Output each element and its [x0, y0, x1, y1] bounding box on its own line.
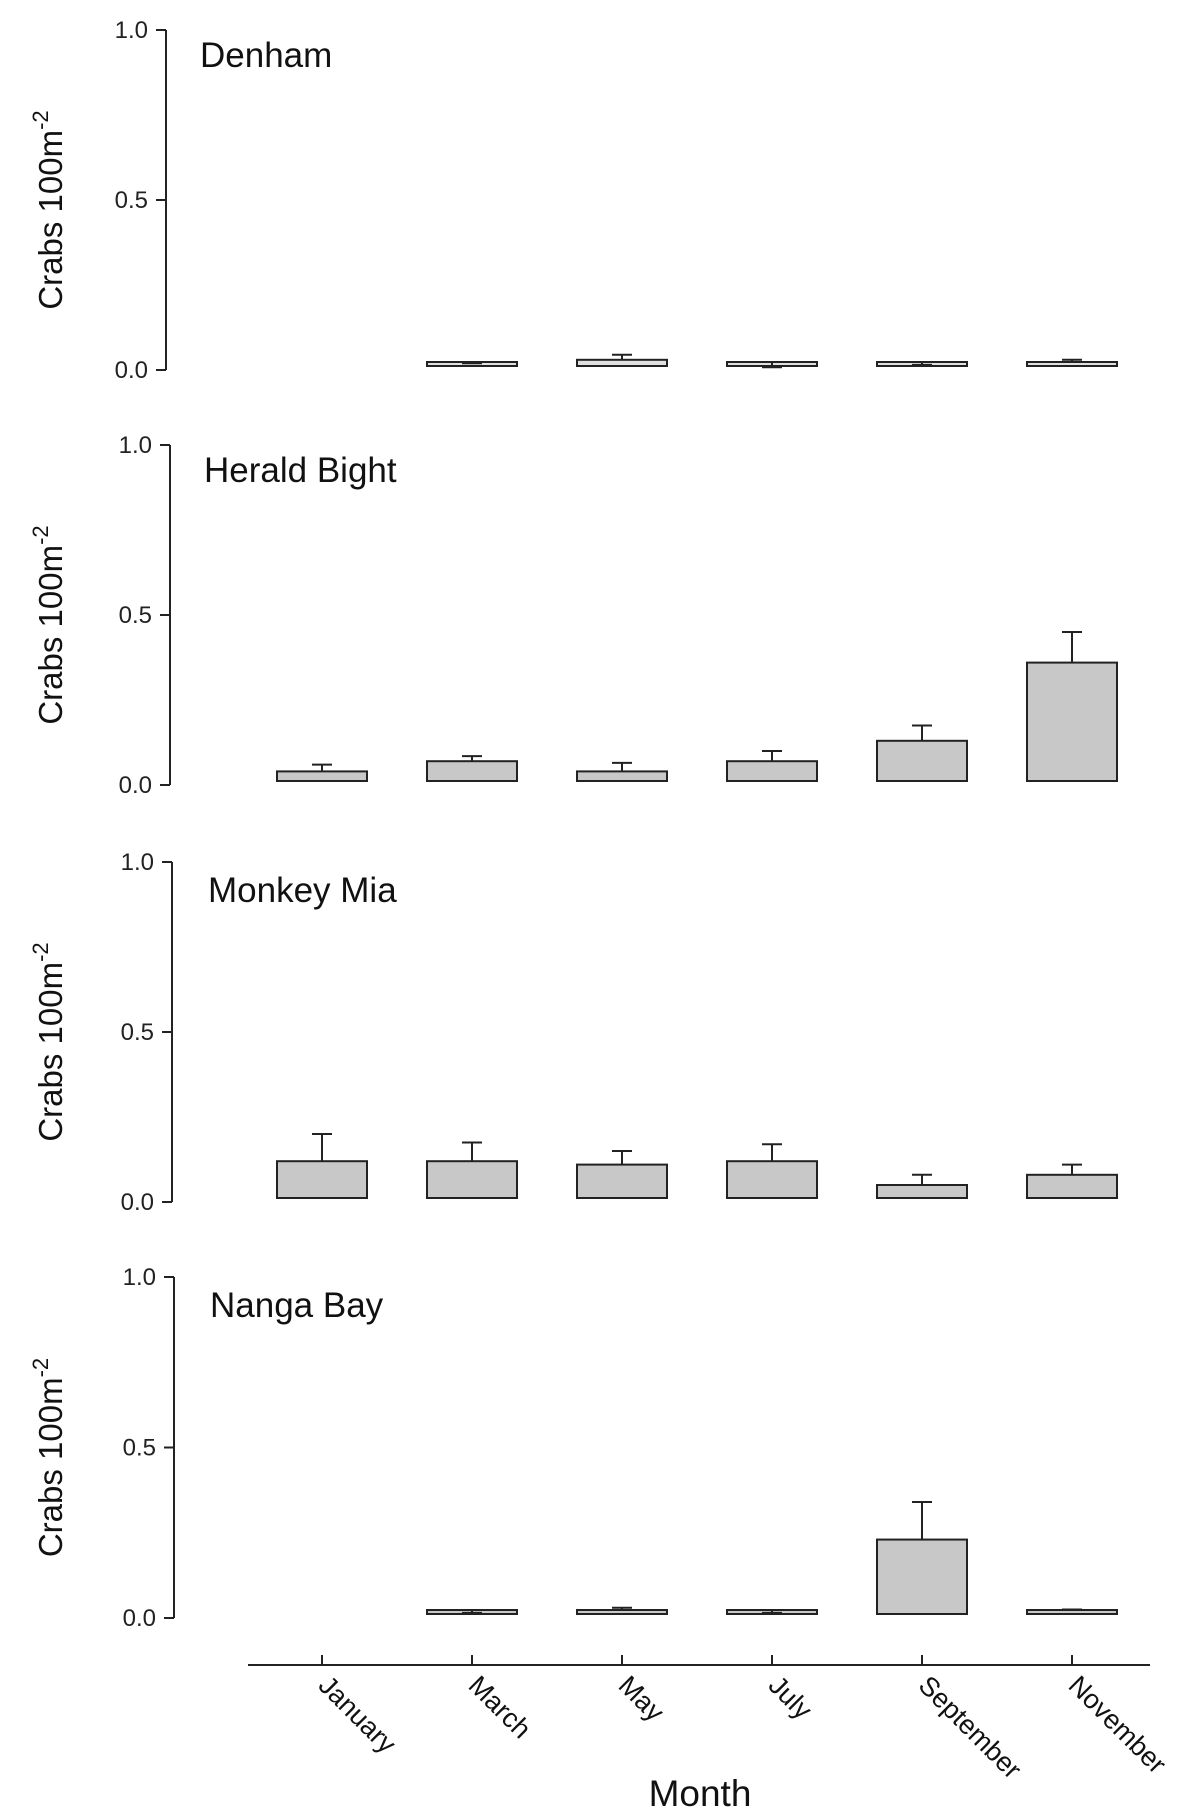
bar-march: [426, 1160, 518, 1199]
y-axis-label-superscript: -2: [28, 110, 53, 130]
panel-nanga-bay: 0.0 0.5 1.0 Crabs 100m-2 Nanga Bay: [28, 1264, 1118, 1632]
y-tick-label: 0.0: [119, 772, 152, 799]
bar-september: [876, 1184, 968, 1199]
y-axis-label-superscript: -2: [28, 942, 53, 962]
y-tick-label: 0.5: [115, 187, 148, 214]
y-axis-label-text: Crabs 100m: [32, 130, 69, 310]
y-axis-label-superscript: -2: [28, 525, 53, 545]
y-tick-label: 1.0: [123, 1264, 156, 1291]
bar-november: [1026, 661, 1118, 782]
y-axis-label: Crabs 100m-2: [28, 942, 69, 1141]
bar-july: [726, 1160, 818, 1199]
y-tick-label: 1.0: [121, 849, 154, 876]
y-axis-label-text: Crabs 100m: [32, 962, 69, 1142]
bar-may: [576, 1163, 668, 1199]
x-tick-label-september: September: [913, 1670, 1028, 1785]
y-tick-label: 1.0: [115, 17, 148, 44]
x-tick-label-november: November: [1063, 1670, 1172, 1779]
y-axis-label-superscript: -2: [28, 1358, 53, 1378]
y-axis-label: Crabs 100m-2: [28, 1358, 69, 1557]
bar-november: [1026, 361, 1118, 367]
bar-may: [576, 358, 668, 367]
x-tick-label-july: July: [763, 1670, 819, 1726]
x-tick-label-january: January: [313, 1670, 402, 1759]
bar-november: [1026, 1609, 1118, 1615]
panel-monkey-mia: 0.0 0.5 1.0 Crabs 100m-2 Monkey Mia: [28, 849, 1118, 1216]
y-tick-label: 0.0: [123, 1605, 156, 1632]
y-axis-label-text: Crabs 100m: [32, 1377, 69, 1557]
y-axis-label: Crabs 100m-2: [28, 525, 69, 724]
panel-title: Herald Bight: [204, 451, 397, 490]
y-tick-label: 0.5: [121, 1019, 154, 1046]
bar-september: [876, 1538, 968, 1615]
x-tick-label-march: March: [463, 1670, 537, 1744]
y-axis-label-text: Crabs 100m: [32, 545, 69, 725]
x-axis-label: Month: [649, 1773, 752, 1814]
bar-march: [426, 760, 518, 783]
bar-may: [576, 1609, 668, 1615]
x-axis: January March May July September November Mont…: [248, 1655, 1172, 1814]
y-tick-label: 0.0: [115, 357, 148, 384]
bar-january: [276, 1160, 368, 1199]
bar-january: [276, 770, 368, 783]
panel-herald-bight: 0.0 0.5 1.0 Crabs 100m-2 Herald Bight: [28, 432, 1118, 799]
y-tick-label: 0.5: [123, 1435, 156, 1462]
panel-denham: 0.0 0.5 1.0 Crabs 100m-2 Denham: [28, 17, 1118, 384]
y-tick-label: 0.5: [119, 602, 152, 629]
bar-july: [726, 760, 818, 783]
bar-september: [876, 739, 968, 782]
bar-november: [1026, 1173, 1118, 1200]
y-tick-label: 0.0: [121, 1189, 154, 1216]
panel-title: Denham: [200, 36, 332, 75]
bar-may: [576, 770, 668, 783]
y-axis-label: Crabs 100m-2: [28, 110, 69, 309]
y-tick-label: 1.0: [119, 432, 152, 459]
panel-title: Monkey Mia: [208, 871, 397, 910]
x-tick-label-may: May: [613, 1670, 671, 1728]
panel-title: Nanga Bay: [210, 1286, 384, 1325]
